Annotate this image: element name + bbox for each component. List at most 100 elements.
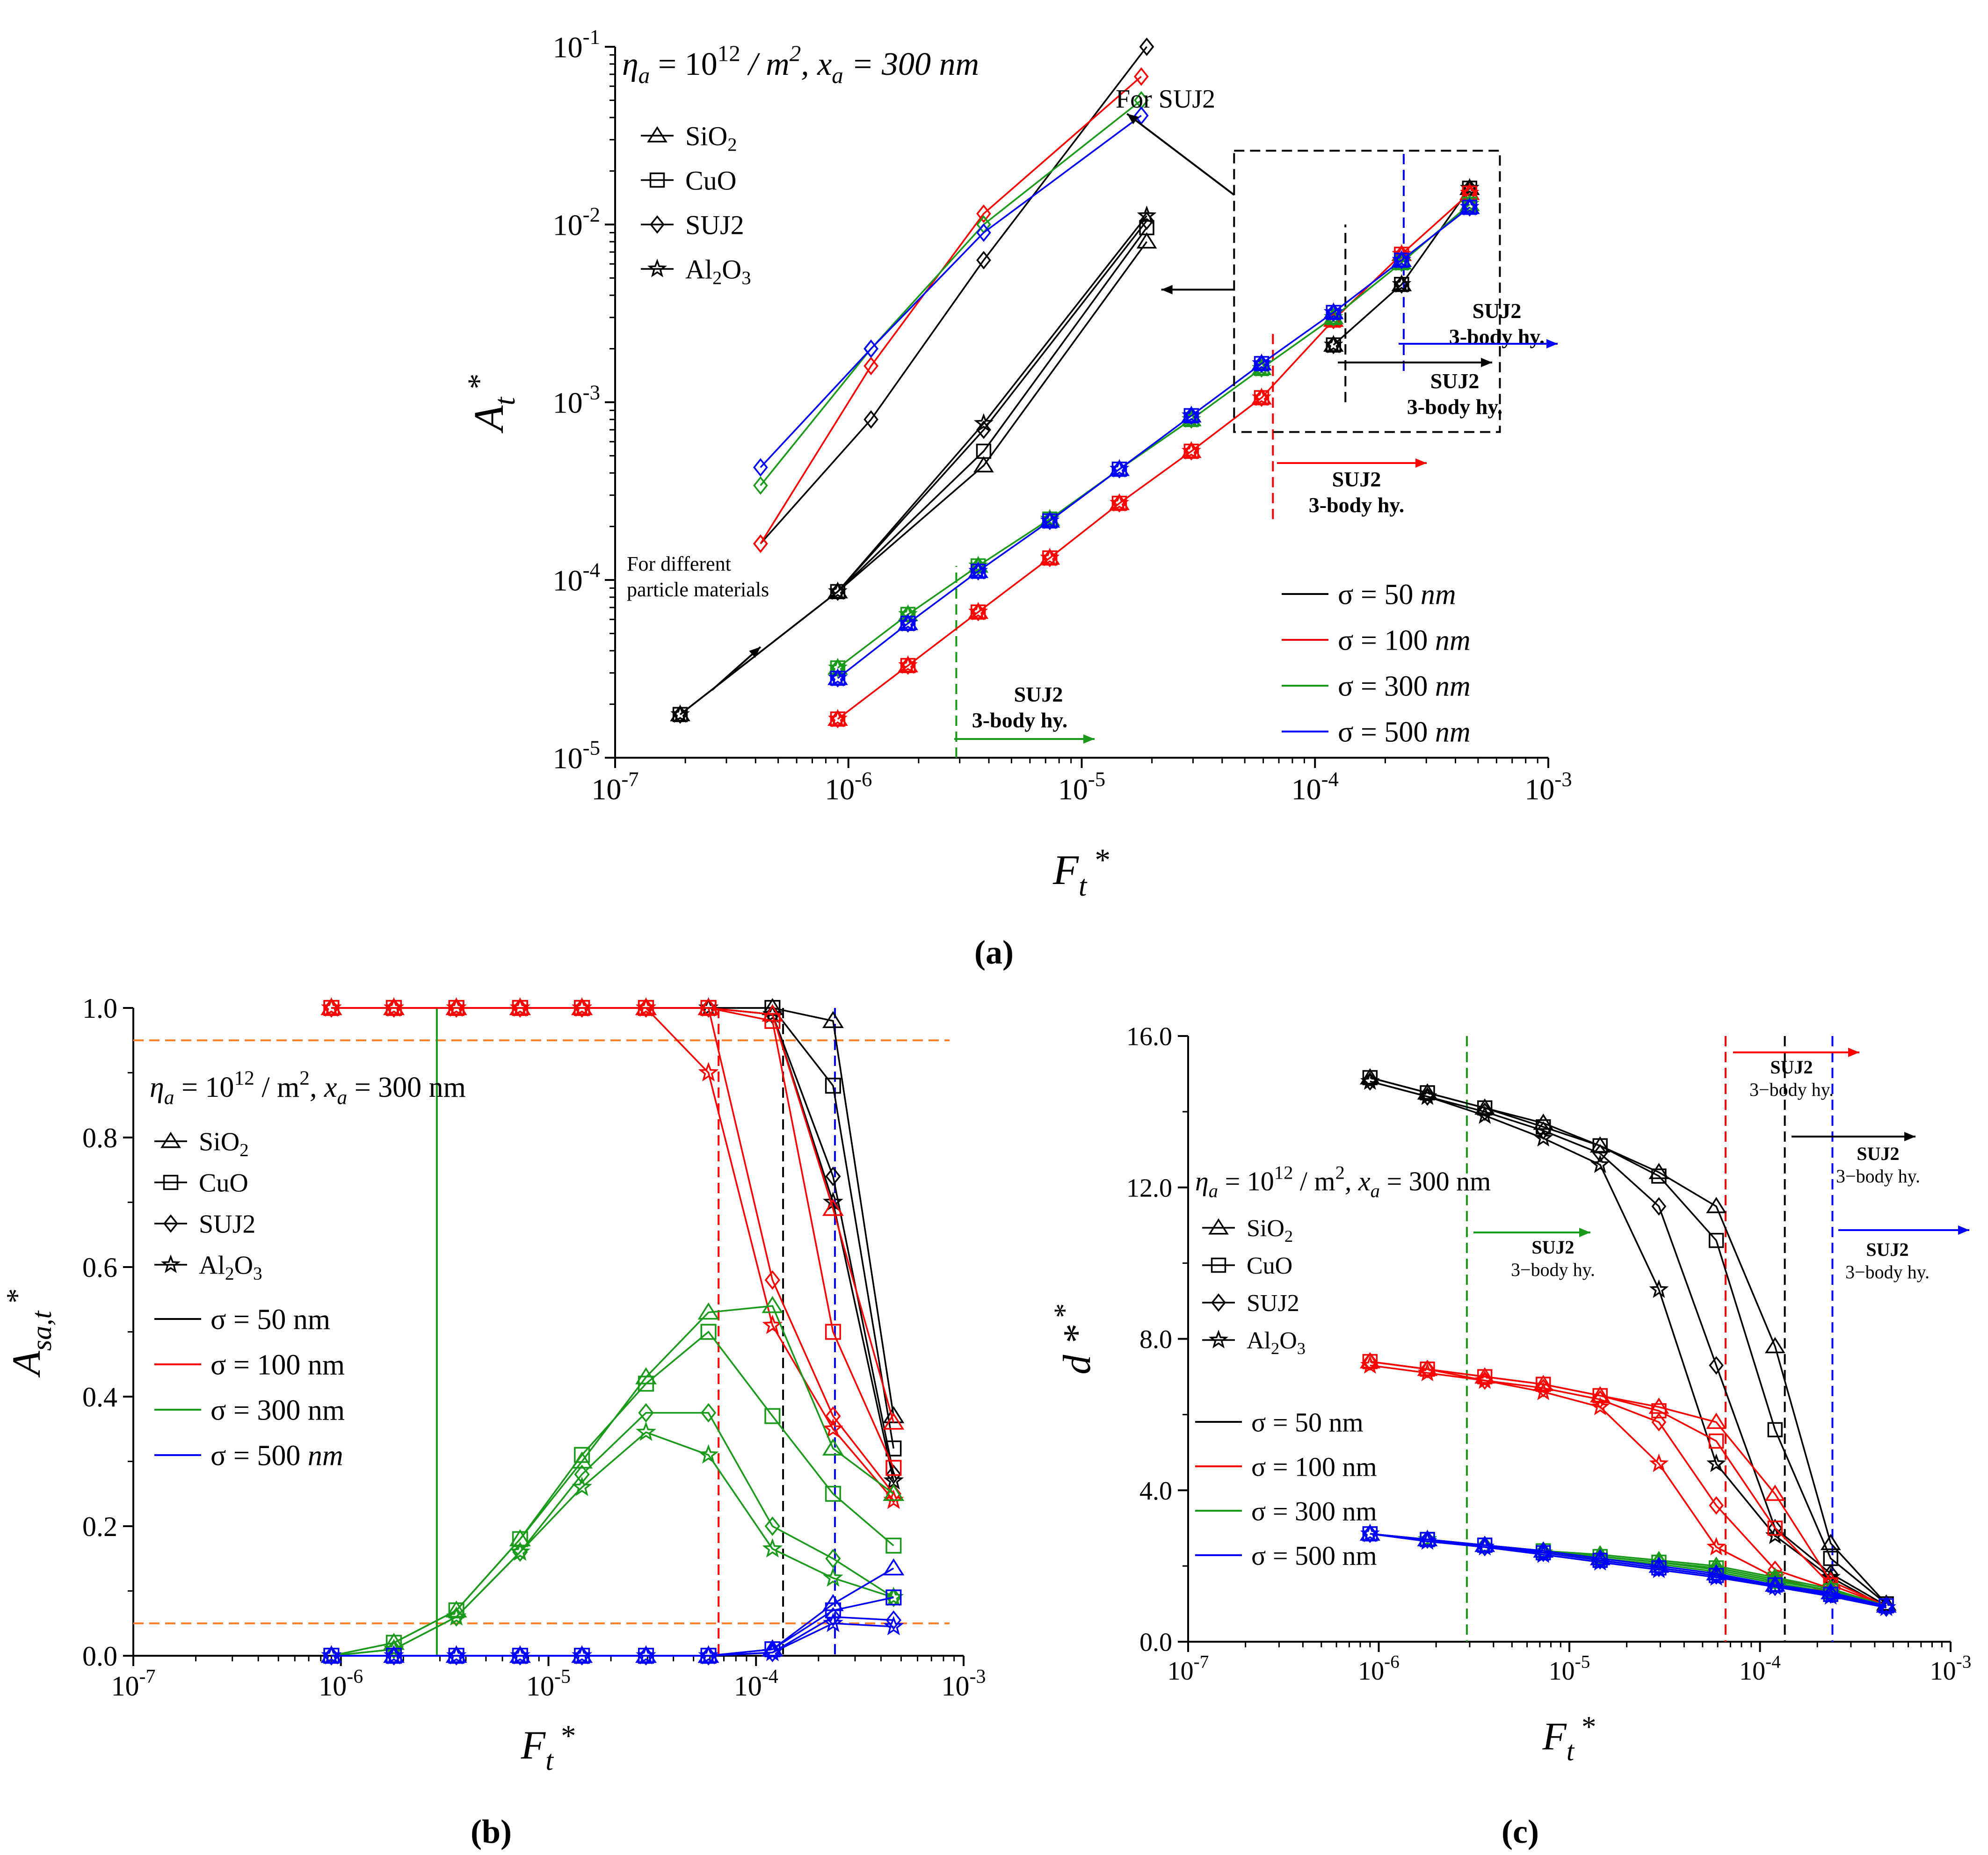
b-legend-marker-suj2 [163,1214,178,1233]
b-series-4-point [383,998,405,1015]
c-series-10-line [1370,1533,1887,1609]
c-series-15-point [1590,1551,1610,1571]
c-ylabel: d * * [1048,1303,1099,1374]
c-x-tick-label: 10-3 [1930,1652,1972,1686]
a-series-11-line [837,206,1470,679]
b-legend-sigma-label: σ = 300 nm [210,1395,345,1427]
c-series-6-point [1709,1496,1724,1515]
c-series-7-point [1590,1397,1610,1415]
b-legend-sigma-label: σ = 500 nm [210,1440,343,1472]
a-xlabel: Ft * [1052,842,1110,902]
c-series-4-point [1764,1485,1785,1501]
a-series-4-line [679,241,1147,715]
c-series-3-point [1533,1128,1553,1147]
c-series-13-line [1370,1533,1886,1607]
c-legend-sigma-label: σ = 300 nm [1251,1496,1377,1526]
b-series-13-point [885,1589,902,1606]
a-arrow-for-suj2-shaft [1126,113,1235,196]
c-series-15-point [1706,1567,1727,1586]
c-3body-label-50: 3−body hy. [1836,1166,1920,1187]
b-series-11-point [636,1421,656,1441]
b-series-6-point [700,998,717,1018]
b-ylabel-group: Asa,t * [0,1288,58,1377]
a-suj2-label-500: SUJ2 [1473,299,1522,323]
c-series-5-point [1767,1520,1783,1536]
a-series-0-point [863,410,878,429]
c-series-7-point [1706,1536,1727,1556]
c-series-0-point [1764,1337,1785,1354]
b-legend-marker-cuo [163,1174,179,1190]
a-y-tick-label: 10-2 [553,203,600,242]
c-series-15-point [1533,1544,1553,1563]
c-legend-label-sio2: SiO2 [1247,1215,1293,1246]
b-series-7-point [883,1489,904,1509]
b-series-8-point [762,1296,784,1313]
b-series-0-point [822,1011,844,1028]
a-series-7-point [828,581,848,600]
b-title: ηa = 1012 / m2, xa = 300 nm [150,1067,466,1109]
c-series-14-line [1370,1533,1887,1609]
c-y-tick-label: 0.0 [1139,1628,1172,1657]
b-series-11-point [509,1541,530,1561]
a-series-1-point [863,356,878,376]
a-legend-label-cuo: CuO [685,165,737,196]
a-y-tick-label: 10-5 [553,736,600,775]
c-x-tick-label: 10-5 [1549,1652,1590,1686]
b-series-11-point [572,1476,592,1496]
a-series-11-point [1252,353,1271,372]
a-3body-arrow-100-head [1415,458,1427,468]
c-series-2-point [1651,1197,1667,1216]
c-y-tick-label: 8.0 [1139,1325,1172,1354]
b-series-4-line [331,1007,894,1423]
c-series-0-point [1706,1196,1727,1213]
c-series-4-point [1706,1413,1727,1429]
b-series-12-point [571,1645,593,1663]
b-y-tick-label: 0.0 [82,1641,117,1672]
a-series-5-line [679,227,1147,715]
c-legend-label-cuo: CuO [1247,1253,1292,1279]
b-x-tick-label: 10-3 [942,1666,986,1702]
b-series-12-point [883,1558,905,1576]
a-suj2-label-300: SUJ2 [1014,682,1063,706]
b-series-14-point [885,1610,901,1630]
a-series-1-point [1133,67,1149,86]
b-series-7-point [698,1062,719,1082]
a-particle-materials-label: particle materials [627,578,769,601]
c-series-0-point [1648,1163,1669,1179]
c-panel-label: (c) [1502,1813,1539,1850]
b-series-7-point [636,997,656,1017]
b-series-10-point [764,1516,781,1536]
b-series-8-point [883,1484,905,1501]
c-3body-label-500: 3−body hy. [1845,1261,1930,1283]
b-series-3-point [762,1003,783,1023]
a-3body-label-300: 3-body hy. [972,708,1068,732]
c-series-14-point [1823,1585,1838,1604]
panel-a: 10-7 10-6 10-5 10-4 10-3 10-5 10-4 10-3 10-2 10-1… [461,25,1572,971]
b-series-9-point [512,1531,528,1547]
a-series-11-point [828,668,848,687]
a-for-suj2-label: For SUJ2 [1116,85,1215,114]
b-x-tick-label: 10-4 [734,1666,778,1702]
a-3body-arrow-50-head [1481,358,1492,367]
a-series-9-point [968,601,988,621]
a-series-9-point [1252,387,1271,406]
c-series-7-point [1360,1355,1380,1374]
b-series-15-point [698,1645,719,1665]
c-series-5-point [1592,1388,1608,1404]
b-series-15-point [762,1642,783,1661]
b-series-11-point [446,1606,467,1626]
a-series-11-point [968,561,988,580]
c-legend-label-al2o3: Al2O3 [1247,1327,1306,1358]
c-series-15-point [1649,1559,1669,1579]
a-series-0-point [1139,37,1154,56]
c-series-2-line [1370,1080,1887,1607]
b-series-9-point [885,1537,902,1554]
a-series-11-point [1181,405,1201,424]
a-series-9-point [1392,244,1412,263]
c-series-15-point [1876,1597,1896,1616]
c-series-6-point [1651,1413,1667,1432]
b-series-15-point [823,1612,843,1632]
a-series-10-point [898,604,918,623]
c-series-7-point [1475,1370,1495,1389]
